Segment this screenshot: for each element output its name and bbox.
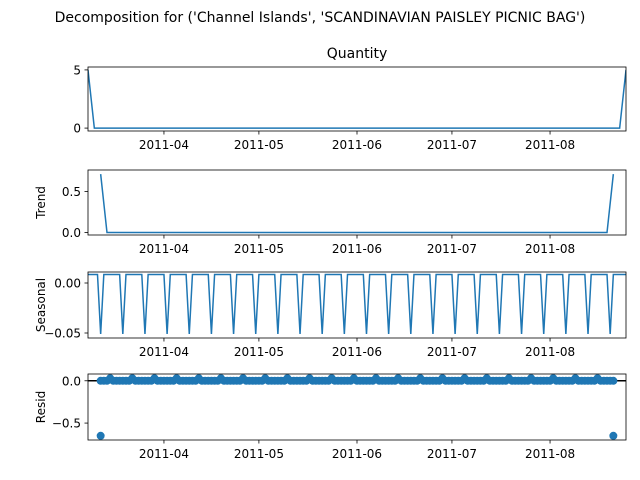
data-layer [88,273,626,335]
panel-title: Quantity [327,46,388,62]
x-tick-label: 2011-08 [525,242,575,256]
y-tick-label: 0.0 [62,226,81,240]
y-tick-label: 0.0 [62,374,81,388]
x-tick-label: 2011-07 [427,345,477,359]
trend-series-line [99,174,615,234]
x-tick-label: 2011-06 [332,345,382,359]
resid-point [609,376,618,385]
seasonal-series-line [88,273,626,335]
x-tick-label: 2011-08 [525,447,575,461]
x-tick-label: 2011-05 [234,447,284,461]
y-tick-label: 0 [73,122,81,136]
y-axis-label: Resid [34,391,48,423]
y-tick-label: −0.5 [52,417,81,431]
resid-outlier-point [96,431,105,440]
panel-seasonal: 0.00 −0.05 2011-04 2011-05 2011-06 2011-07 201… [34,271,627,359]
x-tick-label: 2011-05 [234,138,284,152]
y-tick-label: −0.05 [44,327,81,341]
figure-suptitle: Decomposition for ('Channel Islands', 'S… [55,10,586,26]
x-tick-label: 2011-07 [427,138,477,152]
observed-series-line [88,69,626,129]
x-tick-label: 2011-06 [332,447,382,461]
data-layer [99,174,615,234]
x-tick-label: 2011-06 [332,138,382,152]
x-tick-label: 2011-08 [525,138,575,152]
panel-resid: 0.0 −0.5 2011-04 2011-05 2011-06 2011-07 2011-… [34,373,627,461]
data-layer [88,69,626,129]
y-axis-label: Seasonal [34,278,48,332]
panel-observed: 0 5 2011-04 2011-05 2011-06 2011-07 2011-08 Qua… [73,46,627,152]
x-tick-label: 2011-04 [139,345,189,359]
x-tick-label: 2011-07 [427,242,477,256]
x-tick-label: 2011-04 [139,242,189,256]
data-layer [88,374,626,440]
axes-frame [87,66,627,132]
resid-outlier-point [609,431,618,440]
x-tick-label: 2011-07 [427,447,477,461]
y-axis-label: Trend [34,186,48,220]
axes-frame [87,169,627,236]
panel-trend: 0.0 0.5 2011-04 2011-05 2011-06 2011-07 2011-0… [34,169,627,256]
y-tick-label: 0.5 [62,185,81,199]
x-tick-label: 2011-04 [139,138,189,152]
x-tick-label: 2011-05 [234,242,284,256]
x-tick-label: 2011-04 [139,447,189,461]
y-tick-label: 0.00 [54,277,81,291]
x-tick-label: 2011-05 [234,345,284,359]
x-tick-label: 2011-08 [525,345,575,359]
panels: 0 5 2011-04 2011-05 2011-06 2011-07 2011-08 Qua… [34,46,627,461]
x-tick-label: 2011-06 [332,242,382,256]
y-tick-label: 5 [73,63,81,77]
